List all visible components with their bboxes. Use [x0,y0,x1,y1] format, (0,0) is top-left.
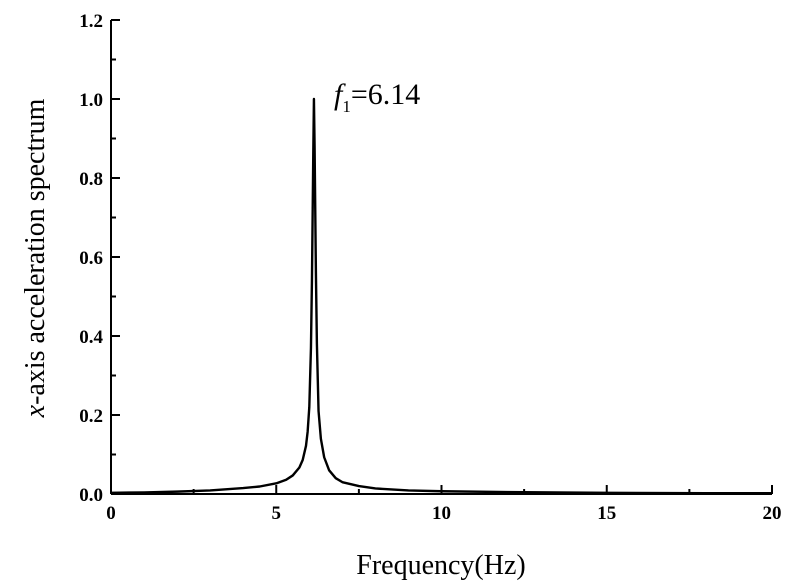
y-tick-label: 0.6 [79,248,103,269]
y-tick-label: 0.4 [79,327,103,348]
x-tick-label: 0 [106,503,116,524]
y-axis-title: x-axis acceleration spectrum [20,98,51,418]
y-tick-label: 1.0 [79,90,103,111]
x-tick-label: 20 [763,503,782,524]
y-tick-label: 0.8 [79,169,103,190]
y-tick-label: 0.0 [79,485,103,506]
axes [110,20,772,495]
y-tick-label: 0.2 [79,406,103,427]
x-axis-title: Frequency(Hz) [356,550,525,581]
ticks [110,19,773,495]
annotation-subscript: 1 [342,97,351,116]
y-axis-title-italic: x [20,404,51,418]
x-tick-label: 5 [272,503,282,524]
annotation-value: =6.14 [351,78,420,111]
tick-labels: 0 5 10 15 20 0.0 0.2 0.4 0.6 0.8 1.0 1.2 [79,11,781,524]
x-tick-label: 15 [597,503,616,524]
x-tick-label: 10 [432,503,451,524]
series-line [110,97,772,495]
peak-annotation: f1=6.14 [334,78,420,116]
y-axis-title-rest: -axis acceleration spectrum [20,98,51,405]
y-tick-label: 1.2 [79,11,103,32]
